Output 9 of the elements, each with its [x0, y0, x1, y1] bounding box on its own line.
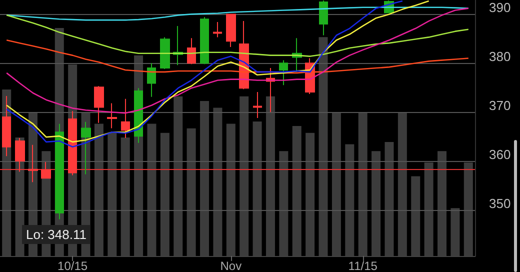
y-tick-label: 360 — [489, 147, 511, 162]
x-tick-label: 11/15 — [348, 259, 378, 272]
annotation: Lo: 348.11 — [26, 227, 86, 242]
y-tick-label: 350 — [489, 196, 511, 211]
y-tick-label: 380 — [489, 49, 511, 64]
x-tick-label: Nov — [220, 259, 242, 272]
x-tick-label: 10/15 — [58, 259, 88, 272]
y-tick-label: 370 — [489, 98, 511, 114]
y-tick-label: 390 — [489, 0, 511, 16]
